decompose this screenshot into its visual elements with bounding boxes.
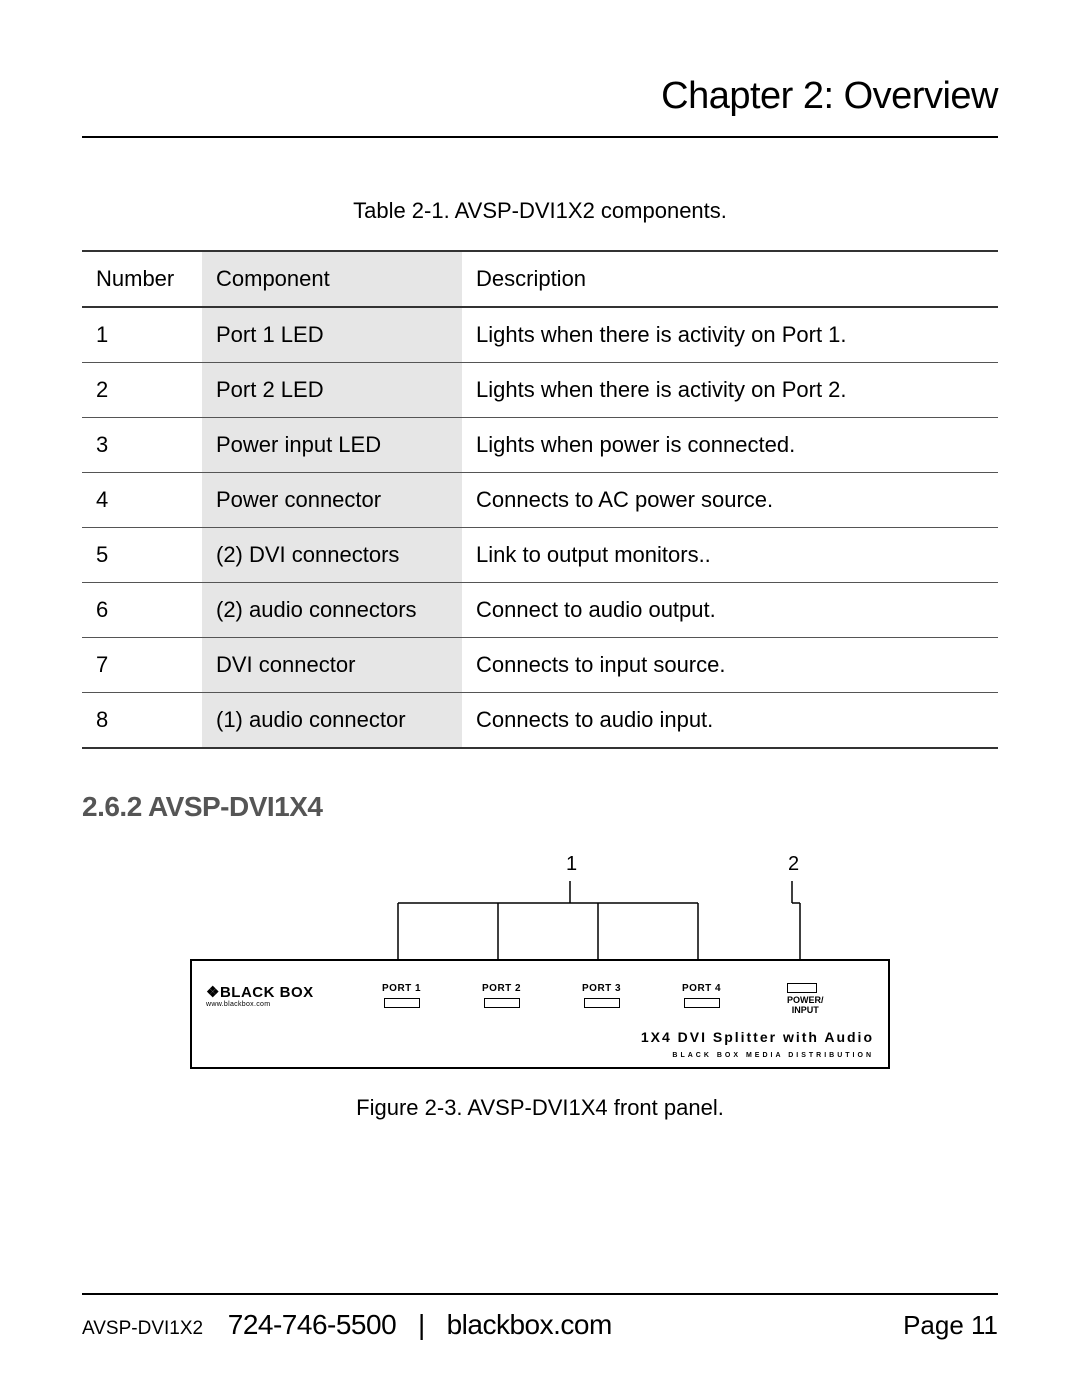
cell-number: 5 xyxy=(82,528,202,583)
cell-number: 4 xyxy=(82,473,202,528)
port-block: PORT 4 xyxy=(682,983,721,1008)
table-row: 1Port 1 LEDLights when there is activity… xyxy=(82,307,998,363)
cell-description: Connects to AC power source. xyxy=(462,473,998,528)
port-led-icon xyxy=(584,998,620,1008)
port-label: PORT 2 xyxy=(482,983,521,994)
panel-subtitle: BLACK BOX MEDIA DISTRIBUTION xyxy=(672,1052,874,1059)
footer-sep: | xyxy=(418,1309,425,1340)
port-block: PORT 2 xyxy=(482,983,521,1008)
figure-caption: Figure 2-3. AVSP-DVI1X4 front panel. xyxy=(190,1095,890,1121)
section-heading: 2.6.2 AVSP-DVI1X4 xyxy=(82,791,998,823)
cell-number: 8 xyxy=(82,693,202,749)
port-label: PORT 1 xyxy=(382,983,421,994)
cell-description: Lights when there is activity on Port 2. xyxy=(462,363,998,418)
footer-page: Page 11 xyxy=(903,1310,998,1341)
table-row: 3Power input LEDLights when power is con… xyxy=(82,418,998,473)
cell-component: Port 2 LED xyxy=(202,363,462,418)
cell-component: DVI connector xyxy=(202,638,462,693)
device-panel: ❖BLACK BOX www.blackbox.com 1X4 DVI Spli… xyxy=(190,959,890,1069)
table-row: 7DVI connectorConnects to input source. xyxy=(82,638,998,693)
brand-icon: ❖ xyxy=(206,984,220,1001)
col-header-description: Description xyxy=(462,251,998,307)
cell-component: (2) audio connectors xyxy=(202,583,462,638)
cell-number: 6 xyxy=(82,583,202,638)
power-label: INPUT xyxy=(787,1006,824,1016)
brand-logo: ❖BLACK BOX xyxy=(206,983,314,1001)
port-block: PORT 1 xyxy=(382,983,421,1008)
cell-component: (2) DVI connectors xyxy=(202,528,462,583)
leader-lines xyxy=(190,881,890,959)
cell-description: Lights when power is connected. xyxy=(462,418,998,473)
cell-component: (1) audio connector xyxy=(202,693,462,749)
cell-description: Connects to input source. xyxy=(462,638,998,693)
port-block: PORT 3 xyxy=(582,983,621,1008)
page-footer: AVSP-DVI1X2 724-746-5500 | blackbox.com … xyxy=(82,1293,998,1341)
header-rule xyxy=(82,136,998,138)
cell-component: Power connector xyxy=(202,473,462,528)
cell-number: 2 xyxy=(82,363,202,418)
cell-description: Connects to audio input. xyxy=(462,693,998,749)
footer-phone: 724-746-5500 xyxy=(228,1309,396,1340)
cell-component: Port 1 LED xyxy=(202,307,462,363)
cell-number: 7 xyxy=(82,638,202,693)
port-label: PORT 4 xyxy=(682,983,721,994)
power-block: POWER/INPUT xyxy=(787,983,824,1016)
brand-url: www.blackbox.com xyxy=(206,1001,270,1008)
footer-model: AVSP-DVI1X2 xyxy=(82,1318,203,1340)
col-header-component: Component xyxy=(202,251,462,307)
table-row: 6(2) audio connectorsConnect to audio ou… xyxy=(82,583,998,638)
front-panel-diagram: 1 2 ❖BLACK BOX www.blackbox.com 1X4 DVI … xyxy=(190,853,890,1121)
table-row: 8(1) audio connectorConnects to audio in… xyxy=(82,693,998,749)
components-table: Number Component Description 1Port 1 LED… xyxy=(82,250,998,749)
footer-rule xyxy=(82,1293,998,1295)
table-header-row: Number Component Description xyxy=(82,251,998,307)
port-label: PORT 3 xyxy=(582,983,621,994)
cell-description: Connect to audio output. xyxy=(462,583,998,638)
footer-left: AVSP-DVI1X2 724-746-5500 | blackbox.com xyxy=(82,1309,612,1341)
panel-title: 1X4 DVI Splitter with Audio xyxy=(641,1029,874,1045)
port-led-icon xyxy=(684,998,720,1008)
callout-2: 2 xyxy=(788,853,799,876)
port-led-icon xyxy=(484,998,520,1008)
callout-1: 1 xyxy=(566,853,577,876)
cell-component: Power input LED xyxy=(202,418,462,473)
footer-site: blackbox.com xyxy=(447,1309,612,1340)
cell-description: Lights when there is activity on Port 1. xyxy=(462,307,998,363)
table-row: 5(2) DVI connectorsLink to output monito… xyxy=(82,528,998,583)
table-caption: Table 2-1. AVSP-DVI1X2 components. xyxy=(82,198,998,224)
chapter-title: Chapter 2: Overview xyxy=(82,75,998,118)
table-row: 4Power connectorConnects to AC power sou… xyxy=(82,473,998,528)
brand-text: BLACK BOX xyxy=(220,984,314,1001)
cell-number: 3 xyxy=(82,418,202,473)
cell-description: Link to output monitors.. xyxy=(462,528,998,583)
col-header-number: Number xyxy=(82,251,202,307)
table-row: 2Port 2 LEDLights when there is activity… xyxy=(82,363,998,418)
cell-number: 1 xyxy=(82,307,202,363)
power-led-icon xyxy=(787,983,817,993)
port-led-icon xyxy=(384,998,420,1008)
